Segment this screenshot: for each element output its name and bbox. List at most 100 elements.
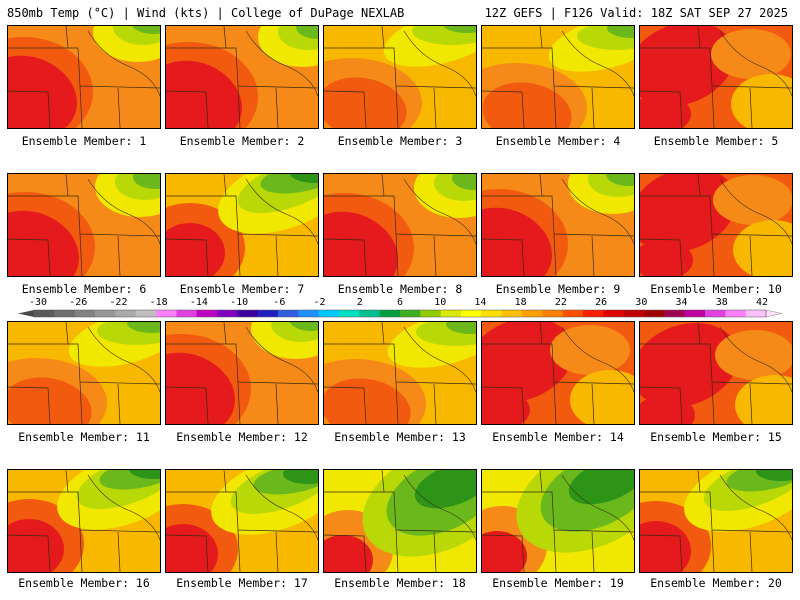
temperature-map bbox=[482, 470, 634, 572]
ensemble-map-panel bbox=[639, 469, 793, 573]
colorbar-swatch bbox=[95, 310, 116, 317]
colorbar-tick-label: 30 bbox=[635, 297, 648, 308]
colorbar-swatch bbox=[339, 310, 360, 317]
temperature-map bbox=[324, 322, 476, 424]
colorbar-swatch bbox=[644, 310, 665, 317]
colorbar-swatch bbox=[745, 310, 767, 317]
colorbar-swatch bbox=[461, 310, 482, 317]
colorbar-tick-label: 42 bbox=[755, 297, 769, 308]
ensemble-map-panel bbox=[323, 173, 477, 277]
ensemble-member-label: Ensemble Member: 4 bbox=[495, 134, 621, 148]
colorbar-swatch bbox=[664, 310, 686, 317]
temperature-map bbox=[482, 26, 634, 128]
ensemble-member-label: Ensemble Member: 15 bbox=[650, 430, 782, 444]
colorbar-swatch bbox=[705, 310, 726, 317]
colorbar-swatch bbox=[603, 310, 625, 317]
ensemble-member-label: Ensemble Member: 12 bbox=[176, 430, 308, 444]
ensemble-member-label: Ensemble Member: 6 bbox=[21, 282, 147, 296]
ensemble-member-label: Ensemble Member: 16 bbox=[18, 576, 150, 590]
colorbar-swatch bbox=[501, 310, 523, 317]
colorbar-swatch bbox=[298, 310, 320, 317]
ensemble-map-panel bbox=[7, 321, 161, 425]
colorbar-swatch bbox=[74, 310, 96, 317]
temperature-colorbar bbox=[0, 296, 800, 322]
temperature-map bbox=[482, 174, 634, 276]
colorbar-swatch bbox=[156, 310, 177, 317]
ensemble-member-label: Ensemble Member: 8 bbox=[337, 282, 463, 296]
ensemble-map-panel bbox=[165, 25, 319, 129]
colorbar-swatch bbox=[115, 310, 137, 317]
ensemble-map-panel bbox=[639, 321, 793, 425]
temperature-map bbox=[8, 174, 160, 276]
ensemble-map-panel bbox=[639, 173, 793, 277]
ensemble-member-label: Ensemble Member: 9 bbox=[495, 282, 621, 296]
colorbar-swatch bbox=[400, 310, 421, 317]
ensemble-map-panel bbox=[481, 173, 635, 277]
ensemble-member-label: Ensemble Member: 10 bbox=[650, 282, 782, 296]
colorbar-tick-label: 34 bbox=[675, 297, 688, 308]
temperature-map bbox=[8, 26, 160, 128]
colorbar-tick-label: 10 bbox=[434, 297, 447, 308]
colorbar-swatch bbox=[54, 310, 76, 317]
colorbar-swatch bbox=[481, 310, 503, 317]
temperature-map bbox=[324, 174, 476, 276]
colorbar-swatch bbox=[359, 310, 381, 317]
ensemble-member-label: Ensemble Member: 20 bbox=[650, 576, 782, 590]
colorbar-tick-label: 26 bbox=[595, 297, 608, 308]
ensemble-map-panel bbox=[7, 173, 161, 277]
colorbar-swatch bbox=[440, 310, 462, 317]
colorbar-swatch bbox=[176, 310, 198, 317]
colorbar-tick-label: 38 bbox=[715, 297, 728, 308]
ensemble-map-panel bbox=[481, 469, 635, 573]
ensemble-member-label: Ensemble Member: 13 bbox=[334, 430, 466, 444]
colorbar-swatch bbox=[684, 310, 706, 317]
temperature-map bbox=[640, 322, 792, 424]
colorbar-swatch bbox=[522, 310, 543, 317]
colorbar-high-arrow bbox=[765, 309, 783, 318]
ensemble-member-label: Ensemble Member: 18 bbox=[334, 576, 466, 590]
ensemble-map-panel bbox=[7, 469, 161, 573]
ensemble-map-panel bbox=[481, 321, 635, 425]
ensemble-map-panel bbox=[481, 25, 635, 129]
ensemble-member-label: Ensemble Member: 14 bbox=[492, 430, 624, 444]
colorbar-swatch bbox=[278, 310, 299, 317]
colorbar-tick-label: -30 bbox=[28, 297, 48, 308]
temperature-map bbox=[8, 470, 160, 572]
colorbar-swatch bbox=[217, 310, 238, 317]
ensemble-map-panel bbox=[323, 25, 477, 129]
colorbar-swatch bbox=[135, 310, 157, 317]
ensemble-map-panel bbox=[323, 321, 477, 425]
ensemble-member-label: Ensemble Member: 17 bbox=[176, 576, 308, 590]
colorbar-swatch bbox=[562, 310, 584, 317]
temperature-map bbox=[166, 26, 318, 128]
ensemble-member-label: Ensemble Member: 2 bbox=[179, 134, 305, 148]
colorbar-tick-label: -6 bbox=[273, 297, 286, 308]
ensemble-member-label: Ensemble Member: 11 bbox=[18, 430, 150, 444]
colorbar-tick-label: 22 bbox=[554, 297, 567, 308]
colorbar-swatch bbox=[623, 310, 645, 317]
colorbar-tick-label: 2 bbox=[356, 297, 363, 308]
colorbar-swatch bbox=[379, 310, 401, 317]
colorbar-tick-label: -26 bbox=[69, 297, 88, 308]
colorbar-tick-label: 18 bbox=[514, 297, 527, 308]
colorbar-tick-label: 6 bbox=[396, 297, 404, 308]
temperature-map bbox=[640, 470, 792, 572]
ensemble-member-label: Ensemble Member: 19 bbox=[492, 576, 624, 590]
temperature-map bbox=[640, 26, 792, 128]
temperature-map bbox=[482, 322, 634, 424]
ensemble-map-panel bbox=[165, 173, 319, 277]
colorbar-tick-label: 14 bbox=[474, 297, 487, 308]
ensemble-member-label: Ensemble Member: 1 bbox=[21, 134, 147, 148]
colorbar-tick-label: -2 bbox=[313, 297, 326, 308]
colorbar-swatch bbox=[237, 310, 259, 317]
colorbar-swatch bbox=[542, 310, 564, 317]
product-title: 850mb Temp (°C) | Wind (kts) | College o… bbox=[7, 6, 405, 20]
run-valid-time: 12Z GEFS | F126 Valid: 18Z SAT SEP 27 20… bbox=[484, 6, 788, 20]
ensemble-map-panel bbox=[7, 25, 161, 129]
ensemble-map-panel bbox=[639, 25, 793, 129]
colorbar-swatch bbox=[583, 310, 604, 317]
colorbar-swatch bbox=[196, 310, 218, 317]
temperature-map bbox=[166, 322, 318, 424]
colorbar-tick-label: -18 bbox=[149, 297, 168, 308]
temperature-map bbox=[8, 322, 160, 424]
